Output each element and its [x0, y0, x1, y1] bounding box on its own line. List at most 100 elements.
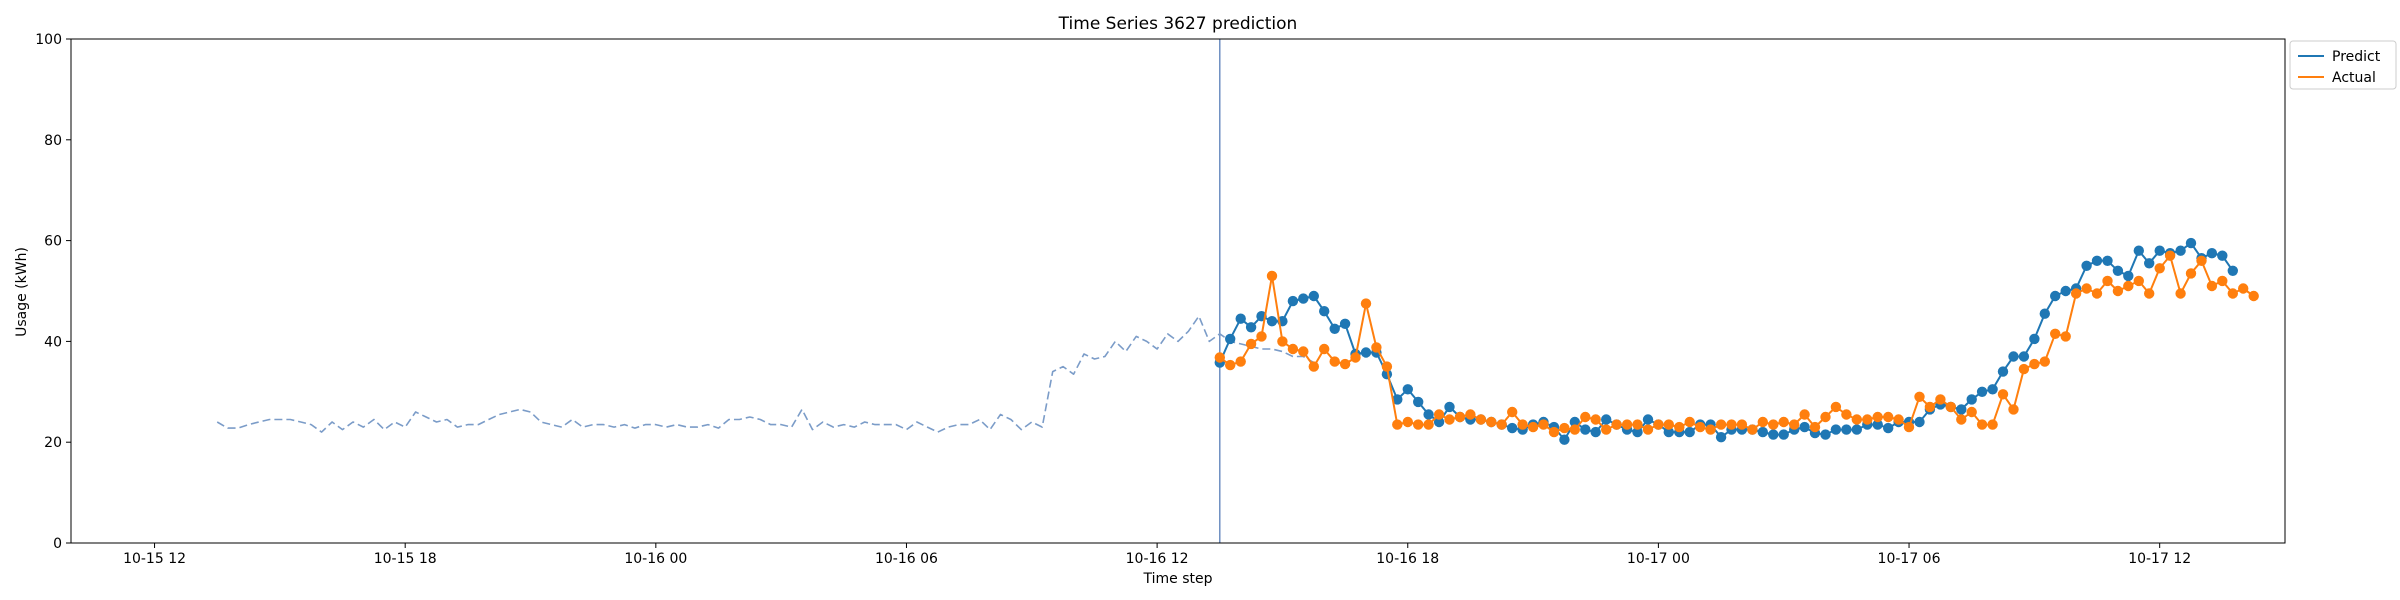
data-point-actual — [1454, 411, 1466, 423]
data-point-actual — [1235, 356, 1246, 367]
data-point-actual — [1830, 401, 1842, 413]
x-tick-label: 10-16 18 — [1376, 551, 1439, 567]
data-point-predict — [1976, 386, 1988, 397]
data-point-actual — [2144, 288, 2155, 299]
data-point-actual — [1423, 419, 1434, 430]
data-point-predict — [1225, 333, 1236, 345]
data-point-actual — [1663, 419, 1675, 430]
data-point-predict — [1768, 429, 1779, 440]
data-point-actual — [1705, 424, 1716, 435]
data-point-predict — [1413, 396, 1424, 408]
data-point-predict — [1444, 401, 1455, 413]
y-axis-label: Usage (kWh) — [14, 247, 30, 337]
data-point-actual — [1507, 406, 1518, 418]
data-point-actual — [1329, 356, 1340, 367]
data-point-predict — [2185, 237, 2197, 249]
data-point-predict — [1987, 384, 1998, 395]
data-point-predict — [2217, 250, 2228, 261]
data-point-actual — [1935, 394, 1946, 405]
data-point-actual — [1862, 414, 1873, 425]
data-point-actual — [1433, 409, 1445, 420]
data-point-actual — [1402, 416, 1414, 428]
data-point-actual — [1809, 421, 1821, 433]
data-point-predict — [1559, 434, 1570, 445]
y-tick-label: 80 — [44, 133, 62, 149]
data-point-actual — [1496, 419, 1507, 430]
data-point-predict — [1298, 293, 1309, 304]
chart-title: Time Series 3627 prediction — [1058, 14, 1298, 34]
data-point-actual — [1580, 411, 1591, 423]
data-point-actual — [1371, 342, 1382, 353]
data-point-actual — [1747, 424, 1758, 435]
data-point-actual — [1893, 414, 1904, 425]
data-point-actual — [1590, 414, 1601, 425]
x-axis-label: Time step — [1143, 571, 1213, 587]
data-point-actual — [1413, 419, 1424, 430]
data-point-predict — [1830, 424, 1842, 435]
plot-area — [70, 38, 2286, 544]
data-point-predict — [1308, 290, 1320, 302]
data-point-actual — [2112, 285, 2124, 297]
data-point-actual — [2133, 275, 2144, 287]
data-point-predict — [1684, 426, 1695, 438]
data-point-actual — [2091, 288, 2103, 299]
y-tick-label: 20 — [44, 435, 62, 451]
data-point-predict — [2018, 351, 2030, 362]
data-point-actual — [1903, 421, 1915, 433]
data-point-actual — [1559, 422, 1570, 434]
data-point-predict — [1632, 426, 1643, 438]
data-point-predict — [1966, 394, 1977, 405]
data-point-actual — [1883, 411, 1894, 423]
data-point-predict — [2060, 285, 2071, 297]
data-point-predict — [2175, 245, 2186, 256]
data-point-actual — [1914, 391, 1925, 402]
data-point-predict — [1287, 295, 1299, 307]
data-point-predict — [2102, 255, 2113, 266]
data-point-actual — [1757, 416, 1769, 428]
data-point-predict — [1883, 422, 1894, 434]
data-point-actual — [1726, 419, 1737, 430]
x-tick-label: 10-15 18 — [374, 551, 437, 567]
data-point-actual — [2123, 280, 2134, 292]
data-point-actual — [1621, 419, 1633, 430]
data-point-actual — [1360, 298, 1372, 309]
data-point-predict — [2227, 265, 2238, 276]
data-point-actual — [1245, 338, 1257, 350]
data-point-actual — [1548, 426, 1560, 438]
data-point-actual — [1642, 424, 1654, 435]
data-point-predict — [1956, 404, 1967, 415]
data-point-predict — [2112, 265, 2124, 276]
data-point-predict — [1423, 409, 1434, 420]
data-point-predict — [1642, 414, 1654, 425]
data-point-predict — [1841, 424, 1852, 435]
data-point-actual — [1611, 419, 1622, 430]
legend-label-predict: Predict — [2332, 49, 2381, 65]
data-point-predict — [1392, 394, 1403, 405]
data-point-predict — [1757, 426, 1769, 438]
data-point-actual — [1768, 419, 1779, 430]
data-point-predict — [1820, 429, 1831, 440]
data-point-predict — [1872, 419, 1883, 430]
data-point-actual — [1653, 419, 1664, 430]
data-point-actual — [1381, 361, 1393, 372]
data-point-predict — [1266, 316, 1278, 327]
data-point-actual — [2248, 290, 2259, 302]
data-point-actual — [1997, 389, 2009, 400]
data-point-predict — [1360, 347, 1372, 358]
data-point-actual — [2039, 356, 2050, 367]
y-tick-label: 100 — [35, 32, 62, 48]
data-point-actual — [2018, 363, 2030, 375]
data-point-actual — [1987, 419, 1998, 430]
data-point-actual — [1339, 358, 1351, 370]
x-tick-label: 10-15 12 — [123, 551, 186, 567]
data-point-actual — [1256, 331, 1267, 342]
data-point-actual — [1287, 343, 1299, 355]
data-point-predict — [1914, 416, 1925, 428]
data-point-actual — [1924, 401, 1936, 413]
y-tick-label: 60 — [44, 234, 62, 250]
data-point-actual — [1538, 419, 1549, 430]
data-point-actual — [1266, 270, 1278, 282]
data-point-predict — [1590, 426, 1601, 438]
x-tick-label: 10-16 12 — [1126, 551, 1189, 567]
data-point-actual — [1475, 414, 1487, 425]
